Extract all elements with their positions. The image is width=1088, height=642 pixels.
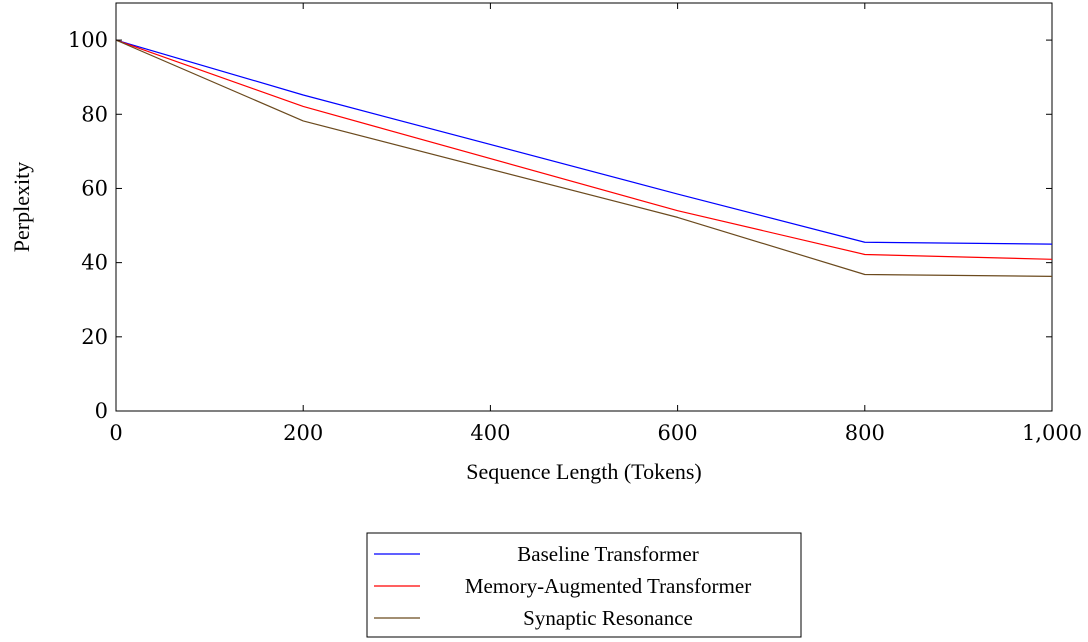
legend-box [366,532,802,638]
y-tick-label: 0 [95,399,108,423]
y-tick-label: 80 [81,102,108,126]
legend-label: Baseline Transformer [517,542,698,566]
ticks-layer [115,3,1053,412]
y-axis-title: Perplexity [9,162,34,252]
x-tick-label: 1,000 [1022,421,1082,445]
tick-labels-layer: 0 200 400 600 800 1,000 0 20 40 60 80 100 [68,28,1082,445]
x-axis-title: Sequence Length (Tokens) [466,459,702,484]
x-tick-label: 0 [109,421,122,445]
legend-label: Memory-Augmented Transformer [465,574,751,598]
y-tick-label: 40 [81,251,108,275]
plot-frame [115,2,1053,412]
legend-label: Synaptic Resonance [523,606,693,630]
series-layer [115,39,1053,277]
series-line-2 [115,39,1053,260]
x-tick-label: 400 [470,421,510,445]
legend: Baseline Transformer Memory-Augmented Tra… [366,532,802,638]
y-tick-label: 100 [68,28,108,52]
x-tick-label: 600 [658,421,698,445]
y-tick-label: 60 [81,176,108,200]
legend-items: Baseline Transformer Memory-Augmented Tra… [374,542,751,630]
x-tick-label: 200 [283,421,323,445]
series-line-1 [115,39,1053,245]
y-tick-label: 20 [81,325,108,349]
x-tick-label: 800 [845,421,885,445]
series-line-3 [115,39,1053,277]
